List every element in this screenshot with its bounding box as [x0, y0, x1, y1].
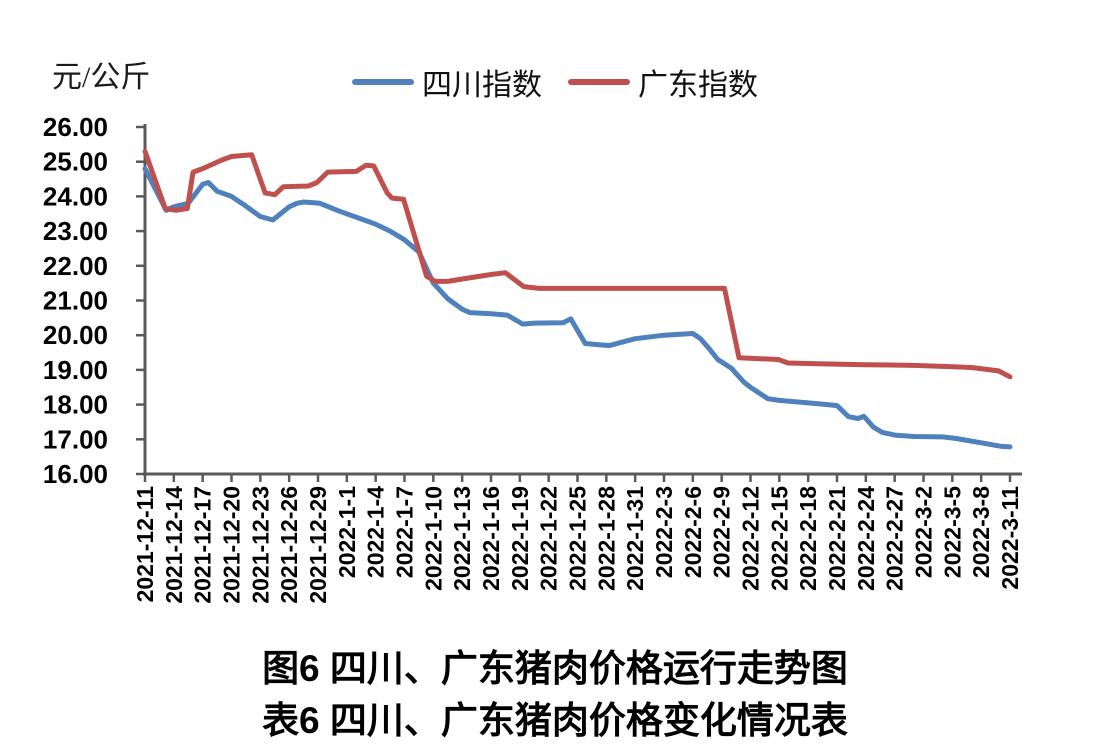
guangdong-line-swatch [568, 79, 630, 85]
legend-label-sichuan: 四川指数 [422, 69, 542, 102]
svg-text:2022-1-28: 2022-1-28 [593, 486, 619, 591]
legend-item-guangdong: 广东指数 [568, 60, 758, 104]
svg-text:16.00: 16.00 [43, 459, 108, 489]
svg-text:2021-12-17: 2021-12-17 [190, 486, 216, 604]
svg-text:2022-1-19: 2022-1-19 [507, 486, 533, 591]
svg-text:24.00: 24.00 [43, 181, 108, 211]
legend-label-guangdong: 广东指数 [638, 69, 758, 102]
svg-text:2022-1-4: 2022-1-4 [363, 486, 389, 578]
chart-legend: 四川指数 广东指数 [0, 60, 1110, 104]
legend-item-sichuan: 四川指数 [352, 60, 542, 104]
svg-text:18.00: 18.00 [43, 390, 108, 420]
svg-text:25.00: 25.00 [43, 147, 108, 177]
svg-text:2022-1-10: 2022-1-10 [420, 486, 446, 591]
svg-text:2022-3-5: 2022-3-5 [939, 486, 965, 578]
svg-text:2022-1-1: 2022-1-1 [334, 486, 360, 578]
svg-text:2022-2-15: 2022-2-15 [766, 486, 792, 591]
svg-text:2022-1-16: 2022-1-16 [478, 486, 504, 591]
svg-text:2022-2-3: 2022-2-3 [651, 486, 677, 578]
svg-text:2021-12-29: 2021-12-29 [305, 486, 331, 604]
svg-text:2022-1-13: 2022-1-13 [449, 486, 475, 591]
svg-text:2022-1-31: 2022-1-31 [622, 486, 648, 591]
svg-text:2022-1-7: 2022-1-7 [392, 486, 418, 578]
svg-text:26.00: 26.00 [43, 112, 108, 142]
svg-text:2022-2-27: 2022-2-27 [882, 486, 908, 591]
y-axis-unit-label: 元/公斤 [52, 61, 151, 94]
svg-text:2022-3-8: 2022-3-8 [968, 486, 994, 578]
sichuan-line-swatch [352, 79, 414, 85]
svg-text:20.00: 20.00 [43, 320, 108, 350]
svg-text:2021-12-26: 2021-12-26 [276, 486, 302, 604]
svg-text:21.00: 21.00 [43, 286, 108, 316]
svg-text:2022-2-21: 2022-2-21 [824, 486, 850, 591]
svg-text:2022-3-2: 2022-3-2 [911, 486, 937, 578]
svg-text:2022-3-11: 2022-3-11 [997, 486, 1023, 590]
svg-text:2022-1-25: 2022-1-25 [565, 486, 591, 591]
svg-text:22.00: 22.00 [43, 251, 108, 281]
svg-text:2022-2-6: 2022-2-6 [680, 486, 706, 578]
svg-text:2021-12-23: 2021-12-23 [247, 486, 273, 604]
svg-text:2022-2-18: 2022-2-18 [795, 486, 821, 591]
svg-text:19.00: 19.00 [43, 355, 108, 385]
svg-text:23.00: 23.00 [43, 216, 108, 246]
svg-text:2022-2-9: 2022-2-9 [709, 486, 735, 578]
svg-text:2022-2-12: 2022-2-12 [738, 486, 764, 591]
svg-text:17.00: 17.00 [43, 424, 108, 454]
svg-text:2021-12-14: 2021-12-14 [161, 486, 187, 604]
svg-text:2022-2-24: 2022-2-24 [853, 486, 879, 591]
table-caption: 表6 四川、广东猪肉价格变化情况表 [262, 700, 848, 741]
svg-text:2021-12-11: 2021-12-11 [132, 486, 158, 603]
figure-caption: 图6 四川、广东猪肉价格运行走势图 [262, 648, 848, 689]
svg-text:2021-12-20: 2021-12-20 [219, 486, 245, 604]
svg-text:2022-1-22: 2022-1-22 [536, 486, 562, 591]
